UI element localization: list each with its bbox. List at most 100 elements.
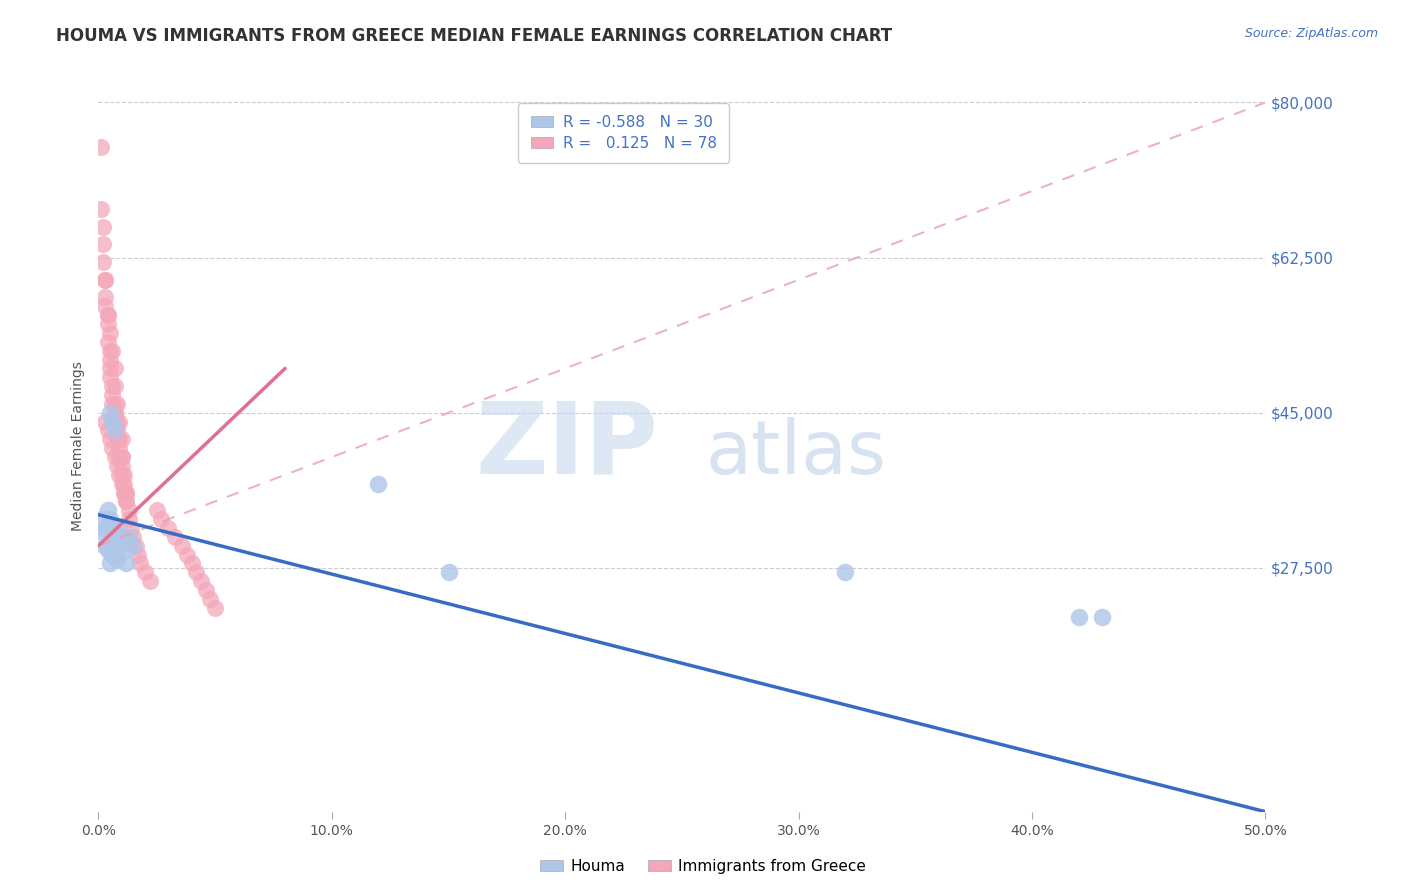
Point xyxy=(98,343,121,358)
Point xyxy=(104,424,127,438)
Point xyxy=(150,512,173,526)
Point xyxy=(122,530,145,544)
Text: atlas: atlas xyxy=(706,417,886,490)
Point xyxy=(1091,609,1114,624)
Point xyxy=(108,539,131,553)
Point xyxy=(91,219,114,234)
Point xyxy=(112,476,135,491)
Point xyxy=(834,566,856,580)
Point xyxy=(105,415,128,429)
Point xyxy=(105,552,128,566)
Point xyxy=(104,406,127,420)
Point xyxy=(122,539,145,553)
Point xyxy=(139,574,162,589)
Point xyxy=(91,525,114,540)
Point xyxy=(104,406,127,420)
Point xyxy=(94,291,117,305)
Point xyxy=(98,406,121,420)
Point xyxy=(115,485,138,500)
Point xyxy=(104,361,127,376)
Point xyxy=(204,600,226,615)
Point xyxy=(94,273,117,287)
Point xyxy=(104,415,127,429)
Point xyxy=(101,379,124,393)
Point xyxy=(134,566,156,580)
Point xyxy=(105,433,128,447)
Point xyxy=(115,494,138,508)
Text: Source: ZipAtlas.com: Source: ZipAtlas.com xyxy=(1244,27,1378,40)
Point xyxy=(1067,609,1090,624)
Legend: R = -0.588   N = 30, R =   0.125   N = 78: R = -0.588 N = 30, R = 0.125 N = 78 xyxy=(519,103,728,163)
Point xyxy=(176,548,198,562)
Point xyxy=(129,557,152,571)
Point xyxy=(105,424,128,438)
Point xyxy=(146,503,169,517)
Point xyxy=(97,503,120,517)
Point xyxy=(111,433,134,447)
Point xyxy=(91,237,114,252)
Point xyxy=(108,415,131,429)
Point xyxy=(101,548,124,562)
Point xyxy=(105,521,128,535)
Point xyxy=(190,574,212,589)
Point xyxy=(94,273,117,287)
Point xyxy=(200,591,222,606)
Point xyxy=(101,388,124,402)
Point xyxy=(108,530,131,544)
Point xyxy=(101,521,124,535)
Point xyxy=(104,397,127,411)
Point xyxy=(111,450,134,464)
Point xyxy=(98,512,121,526)
Point xyxy=(101,343,124,358)
Point xyxy=(127,548,149,562)
Point xyxy=(367,476,389,491)
Point xyxy=(90,202,112,216)
Point xyxy=(104,539,127,553)
Point xyxy=(437,566,460,580)
Legend: Houma, Immigrants from Greece: Houma, Immigrants from Greece xyxy=(533,853,873,880)
Point xyxy=(94,521,117,535)
Point xyxy=(112,467,135,482)
Point xyxy=(108,433,131,447)
Point xyxy=(194,583,217,598)
Point xyxy=(98,557,121,571)
Text: HOUMA VS IMMIGRANTS FROM GREECE MEDIAN FEMALE EARNINGS CORRELATION CHART: HOUMA VS IMMIGRANTS FROM GREECE MEDIAN F… xyxy=(56,27,893,45)
Point xyxy=(97,334,120,349)
Point xyxy=(101,397,124,411)
Point xyxy=(111,450,134,464)
Point xyxy=(165,530,187,544)
Point xyxy=(97,543,120,558)
Point xyxy=(105,397,128,411)
Point xyxy=(97,424,120,438)
Point xyxy=(180,557,202,571)
Point xyxy=(118,512,141,526)
Point xyxy=(98,370,121,384)
Point xyxy=(101,441,124,455)
Point xyxy=(94,539,117,553)
Point xyxy=(111,458,134,473)
Point xyxy=(111,467,134,482)
Point xyxy=(104,548,127,562)
Point xyxy=(98,433,121,447)
Point xyxy=(97,308,120,322)
Point xyxy=(115,485,138,500)
Point xyxy=(157,521,180,535)
Point xyxy=(172,539,194,553)
Point xyxy=(105,458,128,473)
Point xyxy=(108,441,131,455)
Point xyxy=(111,476,134,491)
Point xyxy=(94,299,117,313)
Point xyxy=(90,140,112,154)
Point xyxy=(118,503,141,517)
Point xyxy=(104,450,127,464)
Point xyxy=(111,534,134,549)
Point xyxy=(115,557,138,571)
Point xyxy=(98,352,121,367)
Point xyxy=(118,530,141,544)
Point xyxy=(98,326,121,340)
Y-axis label: Median Female Earnings: Median Female Earnings xyxy=(70,361,84,531)
Point xyxy=(91,255,114,269)
Point xyxy=(90,512,112,526)
Text: ZIP: ZIP xyxy=(475,398,658,494)
Point xyxy=(112,485,135,500)
